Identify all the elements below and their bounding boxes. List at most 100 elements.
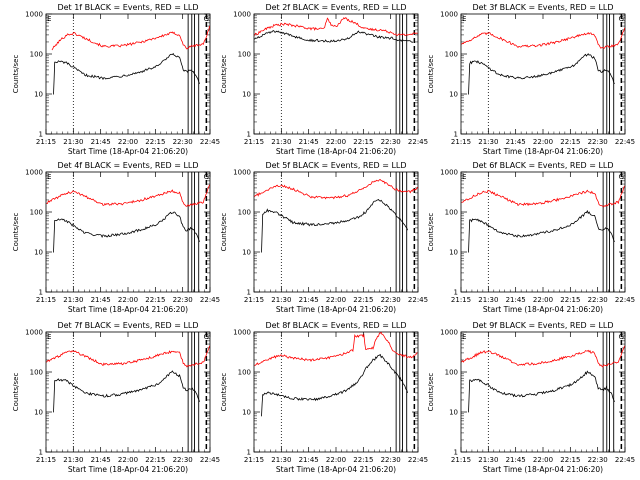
y-tick-label: 1000 bbox=[25, 11, 43, 19]
x-tick-label: 21:45 bbox=[91, 456, 111, 464]
x-tick-label: 22:45 bbox=[200, 296, 220, 304]
x-tick-label: 21:45 bbox=[299, 456, 319, 464]
x-tick-label: 21:15 bbox=[451, 456, 471, 464]
x-tick-label: 22:30 bbox=[381, 456, 401, 464]
x-tick-label: 22:15 bbox=[560, 296, 580, 304]
x-axis-label: Start Time (18-Apr-04 21:06:20) bbox=[276, 147, 396, 156]
x-tick-label: 21:45 bbox=[91, 296, 111, 304]
panel-det-8: Det 8f BLACK = Events, RED = LLD Counts/s… bbox=[220, 321, 428, 474]
y-axis-label: Counts/sec bbox=[427, 213, 435, 252]
corner-label-right: G bbox=[619, 173, 624, 181]
x-tick-label: 22:00 bbox=[118, 138, 138, 146]
y-tick-label: 100 bbox=[30, 369, 43, 377]
x-tick-label: 21:15 bbox=[244, 296, 264, 304]
lld-rate-line bbox=[461, 345, 625, 368]
lld-rate-line bbox=[254, 179, 418, 200]
y-tick-label: 1 bbox=[454, 131, 458, 139]
y-tick-label: 100 bbox=[445, 369, 458, 377]
x-tick-label: 21:45 bbox=[506, 456, 526, 464]
corner-label-left: E bbox=[462, 333, 466, 341]
x-axis-label: Start Time (18-Apr-04 21:06:20) bbox=[68, 305, 188, 314]
x-tick-label: 21:45 bbox=[299, 138, 319, 146]
x-tick-label: 21:15 bbox=[36, 296, 56, 304]
x-tick-label: 21:30 bbox=[63, 138, 83, 146]
y-tick-label: 10 bbox=[242, 91, 251, 99]
x-tick-label: 22:45 bbox=[408, 456, 428, 464]
panel-title: Det 2f BLACK = Events, RED = LLD bbox=[265, 3, 406, 12]
panel-title: Det 1f BLACK = Events, RED = LLD bbox=[57, 3, 198, 12]
x-tick-label: 22:30 bbox=[588, 138, 608, 146]
panel-det-5: Det 5f BLACK = Events, RED = LLD Counts/s… bbox=[220, 161, 428, 314]
x-tick-label: 22:30 bbox=[381, 138, 401, 146]
x-axis-label: Start Time (18-Apr-04 21:06:20) bbox=[483, 305, 603, 314]
x-tick-label: 21:30 bbox=[478, 138, 498, 146]
y-tick-label: 1000 bbox=[440, 169, 458, 177]
x-tick-label: 22:00 bbox=[326, 138, 346, 146]
y-tick-label: 10 bbox=[449, 249, 458, 257]
y-axis-label: Counts/sec bbox=[12, 213, 20, 252]
plot-frame bbox=[45, 171, 211, 293]
events-rate-line bbox=[53, 370, 200, 413]
panel-title: Det 5f BLACK = Events, RED = LLD bbox=[265, 161, 406, 170]
x-tick-label: 22:30 bbox=[381, 296, 401, 304]
y-axis-label: Counts/sec bbox=[12, 55, 20, 94]
corner-label-right: G bbox=[204, 333, 209, 341]
y-tick-label: 10 bbox=[242, 409, 251, 417]
x-tick-label: 22:45 bbox=[615, 456, 635, 464]
y-tick-label: 1000 bbox=[233, 169, 251, 177]
y-tick-label: 100 bbox=[30, 51, 43, 59]
x-tick-label: 22:45 bbox=[408, 138, 428, 146]
x-axis-label: Start Time (18-Apr-04 21:06:20) bbox=[276, 305, 396, 314]
panel-title: Det 8f BLACK = Events, RED = LLD bbox=[265, 321, 406, 330]
x-tick-label: 22:15 bbox=[353, 456, 373, 464]
y-tick-label: 100 bbox=[238, 209, 251, 217]
lld-rate-line bbox=[51, 25, 210, 51]
x-tick-label: 22:15 bbox=[145, 138, 165, 146]
x-tick-label: 21:30 bbox=[271, 138, 291, 146]
x-tick-label: 22:15 bbox=[353, 138, 373, 146]
corner-label-left: E bbox=[462, 173, 466, 181]
x-tick-label: 22:00 bbox=[533, 456, 553, 464]
events-rate-line bbox=[468, 209, 615, 253]
panel-det-7: Det 7f BLACK = Events, RED = LLD Counts/s… bbox=[12, 321, 220, 474]
corner-label-left: E bbox=[47, 173, 51, 181]
y-axis-label: Counts/sec bbox=[220, 213, 228, 252]
x-tick-label: 22:45 bbox=[200, 138, 220, 146]
y-tick-label: 1000 bbox=[440, 11, 458, 19]
y-tick-label: 10 bbox=[449, 409, 458, 417]
panel-det-9: Det 9f BLACK = Events, RED = LLD Counts/s… bbox=[427, 321, 635, 474]
corner-label-right: G bbox=[204, 15, 209, 23]
y-tick-label: 1 bbox=[454, 289, 458, 297]
panel-det-4: Det 4f BLACK = Events, RED = LLD Counts/s… bbox=[12, 161, 220, 314]
x-tick-label: 21:45 bbox=[299, 296, 319, 304]
x-tick-label: 21:30 bbox=[271, 456, 291, 464]
x-tick-label: 22:15 bbox=[560, 138, 580, 146]
panel-title: Det 4f BLACK = Events, RED = LLD bbox=[57, 161, 198, 170]
y-tick-label: 1000 bbox=[233, 329, 251, 337]
y-tick-label: 10 bbox=[34, 249, 43, 257]
y-tick-label: 1 bbox=[39, 289, 43, 297]
x-tick-label: 22:30 bbox=[173, 456, 193, 464]
y-tick-label: 100 bbox=[445, 209, 458, 217]
y-tick-label: 10 bbox=[34, 91, 43, 99]
x-tick-label: 21:30 bbox=[63, 456, 83, 464]
y-tick-label: 1000 bbox=[233, 11, 251, 19]
x-tick-label: 22:00 bbox=[326, 296, 346, 304]
x-axis-label: Start Time (18-Apr-04 21:06:20) bbox=[68, 465, 188, 474]
x-tick-label: 21:45 bbox=[506, 138, 526, 146]
x-tick-label: 21:15 bbox=[451, 296, 471, 304]
events-rate-line bbox=[254, 30, 414, 43]
events-rate-line bbox=[261, 353, 408, 417]
events-rate-line bbox=[468, 370, 615, 413]
x-tick-label: 22:45 bbox=[408, 296, 428, 304]
plot-frame bbox=[45, 13, 211, 135]
events-rate-line bbox=[53, 211, 200, 253]
panel-det-1: Det 1f BLACK = Events, RED = LLD Counts/s… bbox=[12, 3, 220, 156]
corner-label-right: G bbox=[619, 333, 624, 341]
y-tick-label: 10 bbox=[242, 249, 251, 257]
panel-det-3: Det 3f BLACK = Events, RED = LLD Counts/s… bbox=[427, 3, 635, 156]
x-tick-label: 22:00 bbox=[326, 456, 346, 464]
x-tick-label: 21:45 bbox=[506, 296, 526, 304]
corner-label-right: G bbox=[204, 173, 209, 181]
